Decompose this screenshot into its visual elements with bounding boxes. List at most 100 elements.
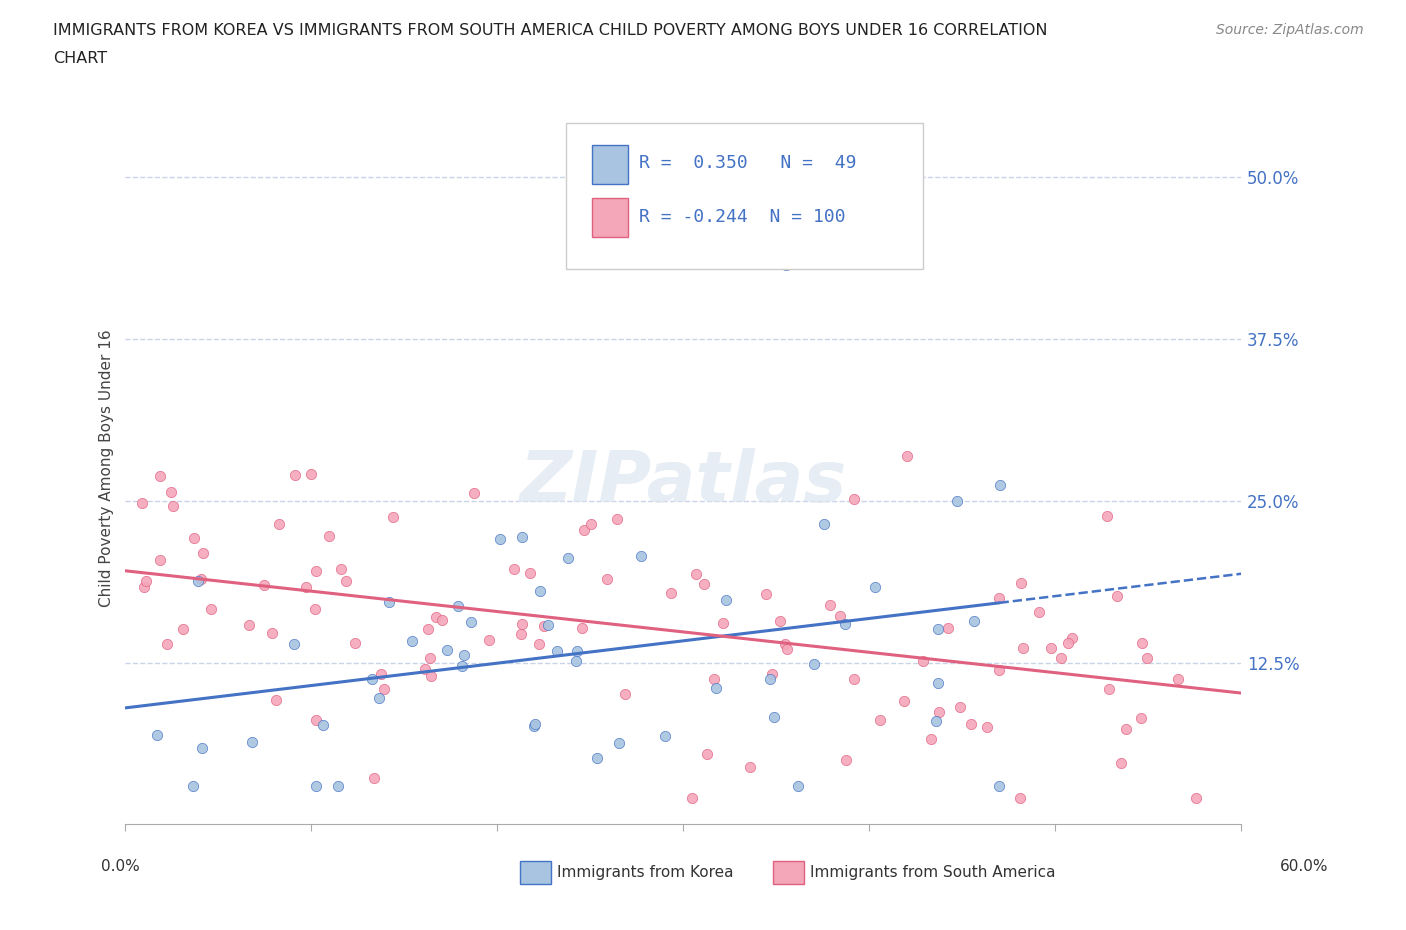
Point	[478, 632, 501, 647]
Point	[609, 736, 631, 751]
Point	[565, 654, 588, 669]
Point	[1185, 791, 1208, 806]
Point	[1107, 589, 1129, 604]
Point	[299, 466, 322, 481]
Point	[529, 584, 551, 599]
Point	[1098, 681, 1121, 696]
Point	[987, 778, 1010, 793]
Point	[451, 658, 474, 673]
Text: IMMIGRANTS FROM KOREA VS IMMIGRANTS FROM SOUTH AMERICA CHILD POVERTY AMONG BOYS : IMMIGRANTS FROM KOREA VS IMMIGRANTS FROM…	[53, 23, 1047, 38]
Point	[305, 564, 328, 578]
Point	[1062, 631, 1084, 645]
Y-axis label: Child Poverty Among Boys Under 16: Child Poverty Among Boys Under 16	[100, 330, 114, 607]
Point	[267, 517, 290, 532]
Point	[432, 613, 454, 628]
Point	[200, 602, 222, 617]
Point	[893, 693, 915, 708]
Text: Immigrants from Korea: Immigrants from Korea	[557, 865, 734, 880]
Text: 60.0%: 60.0%	[1281, 859, 1329, 874]
Point	[738, 760, 761, 775]
Point	[253, 578, 276, 592]
Point	[842, 671, 865, 686]
Point	[295, 580, 318, 595]
Point	[187, 573, 209, 588]
Point	[266, 693, 288, 708]
Point	[162, 498, 184, 513]
Point	[1010, 576, 1032, 591]
Point	[401, 634, 423, 649]
Point	[546, 643, 568, 658]
Point	[946, 494, 969, 509]
Text: R =  0.350   N =  49: R = 0.350 N = 49	[638, 154, 856, 172]
Text: CHART: CHART	[53, 51, 107, 66]
Point	[586, 751, 609, 765]
Point	[378, 594, 401, 609]
Point	[581, 516, 603, 531]
Point	[842, 491, 865, 506]
Point	[488, 532, 510, 547]
Point	[305, 778, 328, 793]
Point	[523, 718, 546, 733]
Point	[1040, 641, 1063, 656]
Point	[567, 644, 589, 658]
Point	[1167, 671, 1189, 686]
Point	[373, 681, 395, 696]
Point	[191, 545, 214, 560]
Point	[190, 571, 212, 586]
Point	[370, 667, 392, 682]
Point	[1130, 636, 1153, 651]
Point	[557, 551, 579, 565]
Point	[786, 778, 808, 793]
Point	[191, 740, 214, 755]
Point	[693, 577, 716, 591]
Point	[924, 714, 946, 729]
Point	[863, 579, 886, 594]
Point	[949, 699, 972, 714]
Point	[447, 599, 470, 614]
Point	[382, 510, 405, 525]
Point	[685, 566, 707, 581]
Point	[509, 627, 531, 642]
Point	[711, 616, 734, 631]
Point	[318, 529, 340, 544]
Point	[159, 485, 181, 499]
Point	[762, 710, 785, 724]
Point	[912, 654, 935, 669]
Point	[148, 552, 170, 567]
Point	[759, 671, 782, 686]
Text: 0.0%: 0.0%	[101, 859, 141, 874]
Point	[425, 609, 447, 624]
Point	[1136, 650, 1159, 665]
Point	[614, 687, 637, 702]
Point	[304, 712, 326, 727]
Point	[1010, 791, 1032, 806]
Point	[463, 485, 485, 500]
Point	[242, 735, 264, 750]
Point	[928, 705, 950, 720]
Point	[1057, 636, 1080, 651]
Point	[1115, 722, 1137, 737]
Point	[776, 641, 799, 656]
Point	[460, 614, 482, 629]
Point	[1095, 509, 1118, 524]
Point	[172, 621, 194, 636]
Point	[183, 531, 205, 546]
Point	[181, 778, 204, 793]
Point	[420, 669, 443, 684]
Point	[769, 614, 792, 629]
Point	[132, 580, 155, 595]
Point	[755, 587, 778, 602]
Point	[335, 573, 357, 588]
Point	[416, 622, 439, 637]
Point	[413, 662, 436, 677]
Point	[304, 601, 326, 616]
Point	[436, 642, 458, 657]
Point	[987, 663, 1010, 678]
Point	[344, 636, 367, 651]
Point	[761, 666, 783, 681]
Point	[696, 747, 718, 762]
Point	[803, 657, 825, 671]
Text: R = -0.244  N = 100: R = -0.244 N = 100	[638, 208, 845, 226]
Point	[145, 728, 167, 743]
Point	[1028, 604, 1050, 619]
